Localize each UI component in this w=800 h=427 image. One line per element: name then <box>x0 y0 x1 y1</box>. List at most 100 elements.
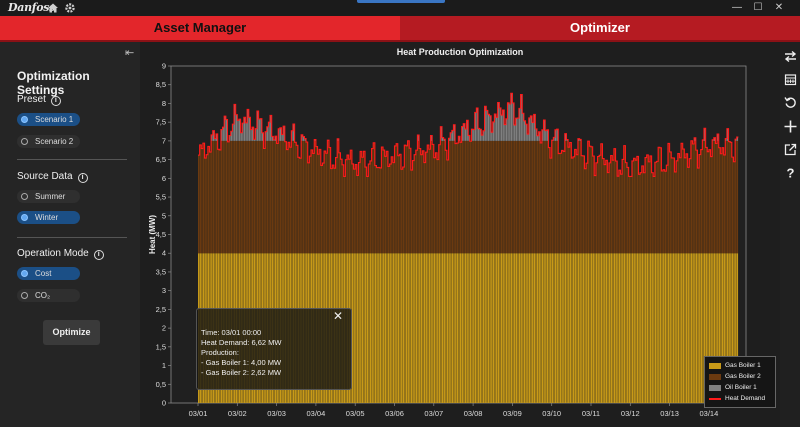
bar-gas-boiler-2 <box>735 140 737 254</box>
bar-oil-boiler-1 <box>717 134 719 141</box>
bar-gas-boiler-2 <box>278 140 280 254</box>
legend-item[interactable]: Gas Boiler 2 <box>709 371 771 382</box>
radio-winter[interactable]: Winter <box>17 211 80 224</box>
bar-gas-boiler-1 <box>617 253 619 403</box>
bar-gas-boiler-2 <box>342 164 344 254</box>
bar-gas-boiler-1 <box>638 253 640 403</box>
bar-gas-boiler-2 <box>458 140 460 254</box>
bar-oil-boiler-1 <box>512 102 514 141</box>
info-icon[interactable]: i <box>50 96 61 106</box>
bar-gas-boiler-2 <box>360 151 362 254</box>
bar-gas-boiler-2 <box>715 143 717 254</box>
bar-gas-boiler-2 <box>453 140 455 254</box>
bar-gas-boiler-2 <box>286 149 288 254</box>
tooltip-close-icon[interactable]: ✕ <box>332 309 343 323</box>
bar-gas-boiler-2 <box>245 140 247 254</box>
bar-gas-boiler-2 <box>265 140 267 254</box>
bar-gas-boiler-2 <box>685 153 688 254</box>
bar-gas-boiler-2 <box>667 143 670 254</box>
gear-icon[interactable] <box>64 2 76 14</box>
close-icon[interactable]: ✕ <box>774 2 784 13</box>
bar-gas-boiler-2 <box>672 157 675 254</box>
tab-asset-manager[interactable]: Asset Manager <box>0 16 400 40</box>
collapse-sidebar-icon[interactable]: ⇤ <box>125 47 135 59</box>
bar-gas-boiler-2 <box>602 158 604 254</box>
tooltip-line-1: - Gas Boiler 1: 4,00 MW <box>201 358 282 367</box>
bar-gas-boiler-2 <box>243 140 246 254</box>
bar-gas-boiler-1 <box>463 253 465 403</box>
bar-gas-boiler-2 <box>723 154 725 254</box>
bar-gas-boiler-2 <box>340 159 342 254</box>
radio-scenario-1[interactable]: Scenario 1 <box>17 113 80 126</box>
bar-gas-boiler-1 <box>379 253 382 403</box>
right-toolbar: ? <box>780 42 800 427</box>
y-tick-label: 3 <box>162 286 166 295</box>
bar-gas-boiler-1 <box>361 253 364 403</box>
legend-swatch <box>709 373 721 380</box>
radio-summer[interactable]: Summer <box>17 190 80 203</box>
bar-gas-boiler-2 <box>718 147 721 254</box>
bar-gas-boiler-2 <box>409 148 411 254</box>
bar-gas-boiler-2 <box>297 157 300 254</box>
bar-gas-boiler-1 <box>625 253 627 403</box>
bar-gas-boiler-1 <box>635 253 637 403</box>
bar-gas-boiler-2 <box>214 140 216 254</box>
bar-gas-boiler-2 <box>645 157 647 254</box>
bar-gas-boiler-2 <box>648 161 650 254</box>
bar-oil-boiler-1 <box>509 103 511 141</box>
bar-gas-boiler-1 <box>553 253 555 403</box>
bar-gas-boiler-2 <box>543 140 545 254</box>
info-icon[interactable]: i <box>77 173 88 183</box>
bar-gas-boiler-1 <box>525 253 527 403</box>
bar-gas-boiler-2 <box>312 153 314 254</box>
maximize-icon[interactable]: ☐ <box>753 2 763 13</box>
bar-gas-boiler-2 <box>563 151 565 254</box>
bar-gas-boiler-1 <box>594 253 596 403</box>
tab-optimizer[interactable]: Optimizer <box>400 16 800 40</box>
radio-co2[interactable]: CO₂ <box>17 289 80 302</box>
bar-gas-boiler-1 <box>386 253 388 403</box>
bar-gas-boiler-2 <box>502 140 504 254</box>
bar-gas-boiler-2 <box>301 140 303 254</box>
bar-gas-boiler-2 <box>589 146 591 254</box>
x-tick-label: 03/04 <box>307 409 326 418</box>
optimize-button[interactable]: Optimize <box>43 320 100 345</box>
bar-oil-boiler-1 <box>497 102 500 141</box>
bar-oil-boiler-1 <box>541 129 544 141</box>
bar-gas-boiler-2 <box>428 149 431 254</box>
legend-item[interactable]: Gas Boiler 1 <box>709 360 771 371</box>
bar-gas-boiler-2 <box>468 140 470 254</box>
home-icon[interactable] <box>47 2 59 14</box>
radio-cost[interactable]: Cost <box>17 267 80 280</box>
bar-oil-boiler-1 <box>266 126 269 141</box>
bar-gas-boiler-2 <box>337 140 339 254</box>
x-tick-label: 03/08 <box>464 409 483 418</box>
move-icon[interactable] <box>784 120 797 133</box>
bar-gas-boiler-1 <box>658 253 660 403</box>
bar-oil-boiler-1 <box>505 118 508 141</box>
bar-gas-boiler-2 <box>366 176 369 254</box>
bar-gas-boiler-1 <box>689 253 691 403</box>
calendar-icon[interactable] <box>784 73 797 86</box>
bar-gas-boiler-2 <box>464 140 467 254</box>
bar-gas-boiler-1 <box>428 253 431 403</box>
bar-gas-boiler-2 <box>699 154 701 254</box>
bar-gas-boiler-2 <box>725 140 727 254</box>
info-icon[interactable]: i <box>93 250 104 260</box>
legend-item[interactable]: Oil Boiler 1 <box>709 382 771 393</box>
bar-oil-boiler-1 <box>527 134 529 141</box>
bar-gas-boiler-2 <box>661 170 663 254</box>
radio-scenario-2[interactable]: Scenario 2 <box>17 135 80 148</box>
export-icon[interactable] <box>784 143 797 156</box>
swap-arrows-icon[interactable] <box>784 50 797 63</box>
bar-gas-boiler-2 <box>332 165 334 254</box>
bar-gas-boiler-1 <box>499 253 501 403</box>
bar-oil-boiler-1 <box>556 129 558 141</box>
bar-oil-boiler-1 <box>448 138 450 141</box>
bar-gas-boiler-1 <box>666 253 668 403</box>
reset-icon[interactable] <box>784 96 797 109</box>
bar-gas-boiler-1 <box>391 253 393 403</box>
help-icon[interactable]: ? <box>784 166 797 179</box>
legend-item[interactable]: Heat Demand <box>709 393 771 404</box>
minimize-icon[interactable]: — <box>732 2 742 13</box>
